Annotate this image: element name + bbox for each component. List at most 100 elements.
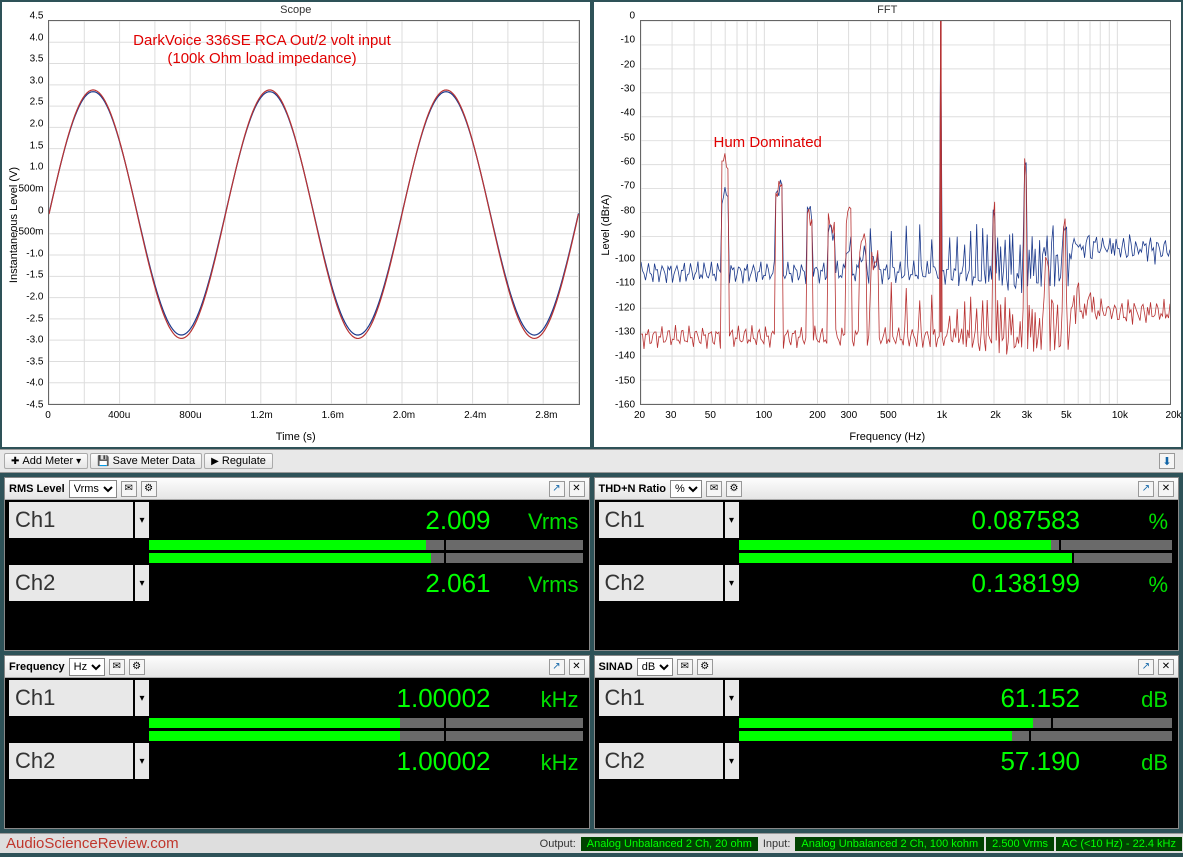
ch2-unit: Vrms	[509, 572, 579, 598]
output-value: Analog Unbalanced 2 Ch, 20 ohm	[581, 837, 758, 851]
ch2-unit: %	[1098, 572, 1168, 598]
save-meter-button[interactable]: 💾Save Meter Data	[90, 453, 202, 469]
scope-annotation: DarkVoice 336SE RCA Out/2 volt input(100…	[82, 32, 442, 68]
scope-xlabel: Time (s)	[276, 431, 316, 443]
ch2-unit: kHz	[509, 750, 579, 776]
ch2-label: Ch2	[599, 565, 723, 601]
popout-icon[interactable]: ↗	[1138, 481, 1154, 497]
ch1-bar	[149, 718, 583, 728]
ch1-unit: %	[1098, 509, 1168, 535]
close-icon[interactable]: ✕	[569, 659, 585, 675]
close-icon[interactable]: ✕	[1158, 481, 1174, 497]
fft-title: FFT	[594, 2, 1182, 18]
ch2-label: Ch2	[9, 743, 133, 779]
download-icon[interactable]: ⬇	[1159, 453, 1175, 469]
meter-unit-select[interactable]: %	[670, 480, 702, 498]
ch1-unit: kHz	[509, 687, 579, 713]
popout-icon[interactable]: ↗	[549, 659, 565, 675]
ch2-label: Ch2	[9, 565, 133, 601]
meter-panel-0: RMS Level Vrms ✉ ⚙ ↗ ✕ Ch1 ▾ 2.009Vrms C…	[4, 477, 590, 651]
meter-title: SINAD	[599, 661, 633, 673]
ch2-label: Ch2	[599, 743, 723, 779]
chevron-down-icon[interactable]: ▾	[135, 502, 149, 538]
scope-title: Scope	[2, 2, 590, 18]
popout-icon[interactable]: ↗	[549, 481, 565, 497]
meter-header: THD+N Ratio % ✉ ⚙ ↗ ✕	[595, 478, 1179, 500]
meter-title: RMS Level	[9, 483, 65, 495]
popout-icon[interactable]: ↗	[1138, 659, 1154, 675]
scope-plot	[48, 20, 580, 405]
ch1-unit: Vrms	[509, 509, 579, 535]
fft-annotation: Hum Dominated	[714, 134, 822, 152]
gear-icon[interactable]: ⚙	[141, 481, 157, 497]
envelope-icon[interactable]: ✉	[677, 659, 693, 675]
ch2-bar	[149, 731, 583, 741]
ch1-label: Ch1	[9, 502, 133, 538]
close-icon[interactable]: ✕	[569, 481, 585, 497]
ch1-label: Ch1	[599, 680, 723, 716]
chevron-down-icon[interactable]: ▾	[725, 680, 739, 716]
ch1-bar	[149, 540, 583, 550]
meter-header: Frequency Hz ✉ ⚙ ↗ ✕	[5, 656, 589, 678]
gear-icon[interactable]: ⚙	[129, 659, 145, 675]
ch2-bar	[739, 553, 1173, 563]
ch2-value: 2.061	[425, 568, 490, 599]
meter-header: RMS Level Vrms ✉ ⚙ ↗ ✕	[5, 478, 589, 500]
chevron-down-icon[interactable]: ▾	[725, 743, 739, 779]
add-meter-button[interactable]: ✚Add Meter▾	[4, 453, 88, 469]
meter-panel-2: Frequency Hz ✉ ⚙ ↗ ✕ Ch1 ▾ 1.00002kHz Ch…	[4, 655, 590, 829]
meter-toolbar: ✚Add Meter▾ 💾Save Meter Data ▶Regulate ⬇	[0, 449, 1183, 473]
meter-unit-select[interactable]: Vrms	[69, 480, 117, 498]
meter-body: Ch1 ▾ 61.152 dB Ch2 ▾ 57.190 dB	[595, 678, 1179, 828]
gear-icon[interactable]: ⚙	[697, 659, 713, 675]
fft-xlabel: Frequency (Hz)	[849, 431, 925, 443]
gear-icon[interactable]: ⚙	[726, 481, 742, 497]
regulate-label: Regulate	[222, 455, 266, 467]
meter-body: Ch1 ▾ 1.00002kHz Ch2 ▾ 1.00002kHz	[5, 678, 589, 828]
save-meter-label: Save Meter Data	[113, 455, 196, 467]
regulate-button[interactable]: ▶Regulate	[204, 453, 273, 469]
meter-unit-select[interactable]: Hz	[69, 658, 105, 676]
scope-panel: Scope Instantaneous Level (V) DarkVoice …	[0, 0, 592, 449]
envelope-icon[interactable]: ✉	[109, 659, 125, 675]
ch2-bar	[149, 553, 583, 563]
meter-title: Frequency	[9, 661, 65, 673]
close-icon[interactable]: ✕	[1158, 659, 1174, 675]
ch1-bar	[739, 718, 1173, 728]
chevron-down-icon[interactable]: ▾	[135, 565, 149, 601]
meter-unit-select[interactable]: dB	[637, 658, 673, 676]
fft-ylabel: Level (dBrA)	[600, 194, 612, 255]
envelope-icon[interactable]: ✉	[706, 481, 722, 497]
meter-panel-3: SINAD dB ✉ ⚙ ↗ ✕ Ch1 ▾ 61.152 dB Ch2 ▾	[594, 655, 1180, 829]
meter-body: Ch1 ▾ 2.009Vrms Ch2 ▾ 2.061Vrms	[5, 500, 589, 650]
chevron-down-icon[interactable]: ▾	[725, 565, 739, 601]
watermark: AudioScienceReview.com	[0, 835, 185, 852]
meter-panel-1: THD+N Ratio % ✉ ⚙ ↗ ✕ Ch1 ▾ 0.087583% Ch…	[594, 477, 1180, 651]
ch2-value: 0.138199	[972, 568, 1080, 599]
ch1-value: 0.087583	[972, 505, 1080, 536]
chevron-down-icon[interactable]: ▾	[135, 680, 149, 716]
input-value: Analog Unbalanced 2 Ch, 100 kohm	[795, 837, 984, 851]
ch2-value: 1.00002	[397, 746, 491, 777]
bw-value: AC (<10 Hz) - 22.4 kHz	[1056, 837, 1182, 851]
chevron-down-icon[interactable]: ▾	[725, 502, 739, 538]
ch1-label: Ch1	[599, 502, 723, 538]
level-value: 2.500 Vrms	[986, 837, 1054, 851]
ch1-unit: dB	[1098, 687, 1168, 713]
ch2-unit: dB	[1098, 750, 1168, 776]
meter-header: SINAD dB ✉ ⚙ ↗ ✕	[595, 656, 1179, 678]
statusbar: AudioScienceReview.com Output: Analog Un…	[0, 833, 1183, 853]
meter-title: THD+N Ratio	[599, 483, 667, 495]
meters-grid: RMS Level Vrms ✉ ⚙ ↗ ✕ Ch1 ▾ 2.009Vrms C…	[0, 473, 1183, 833]
chart-row: Scope Instantaneous Level (V) DarkVoice …	[0, 0, 1183, 449]
output-label: Output:	[536, 838, 580, 850]
add-meter-label: Add Meter	[22, 455, 73, 467]
ch1-bar	[739, 540, 1173, 550]
ch2-value: 57.190	[1000, 746, 1080, 777]
ch1-value: 1.00002	[397, 683, 491, 714]
envelope-icon[interactable]: ✉	[121, 481, 137, 497]
chevron-down-icon[interactable]: ▾	[135, 743, 149, 779]
ch1-value: 61.152	[1000, 683, 1080, 714]
input-label: Input:	[759, 838, 795, 850]
ch2-bar	[739, 731, 1173, 741]
